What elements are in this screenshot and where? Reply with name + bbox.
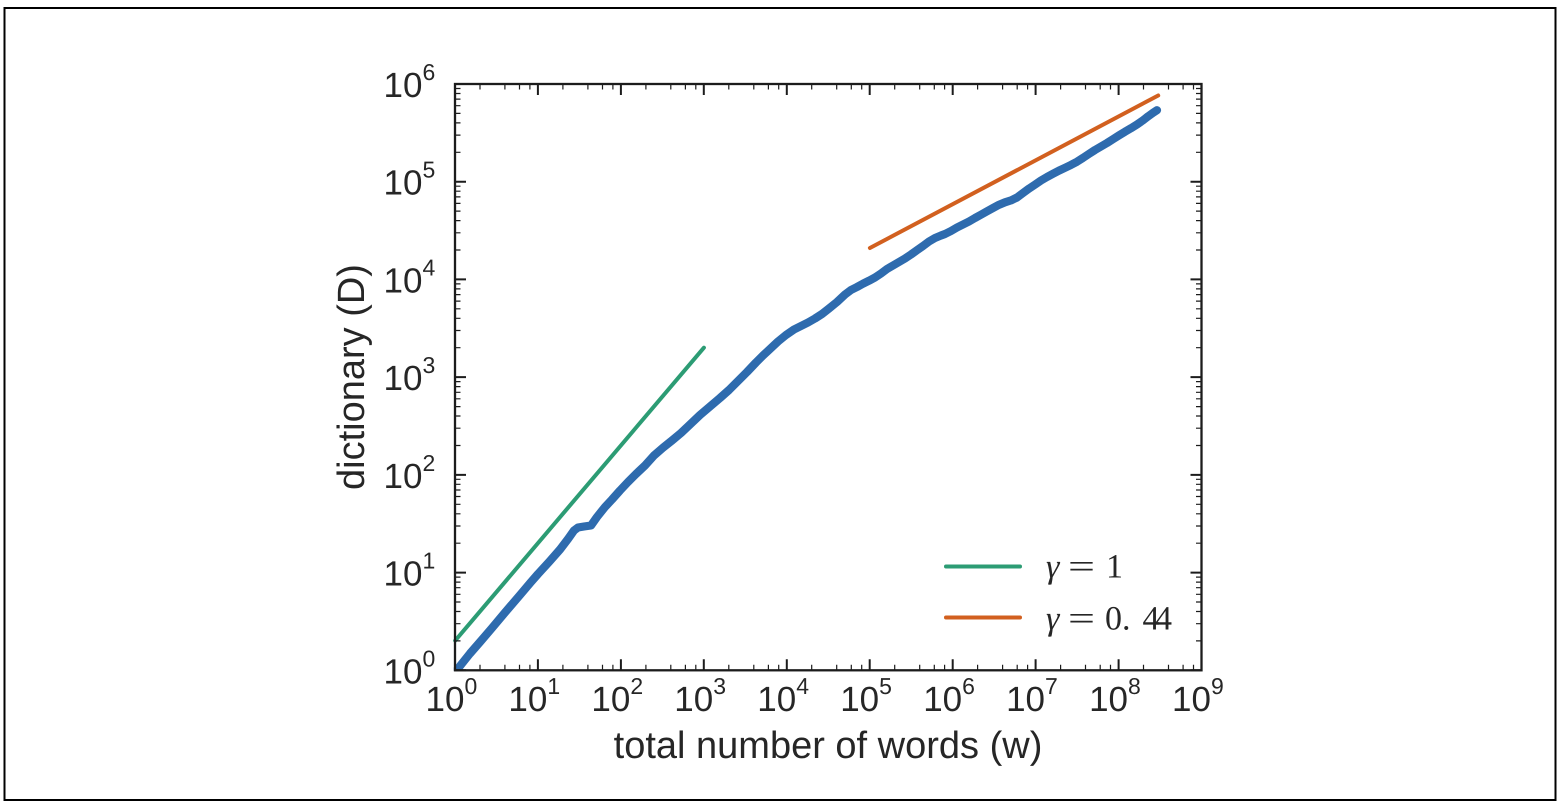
svg-text:γ=1: γ = 1 <box>1046 549 1123 586</box>
svg-text:105: 105 <box>840 673 892 719</box>
svg-text:dictionary (D): dictionary (D) <box>331 264 373 490</box>
svg-text:103: 103 <box>674 673 726 719</box>
svg-text:100: 100 <box>384 645 436 691</box>
svg-text:total number of words (w): total number of words (w) <box>614 725 1043 767</box>
